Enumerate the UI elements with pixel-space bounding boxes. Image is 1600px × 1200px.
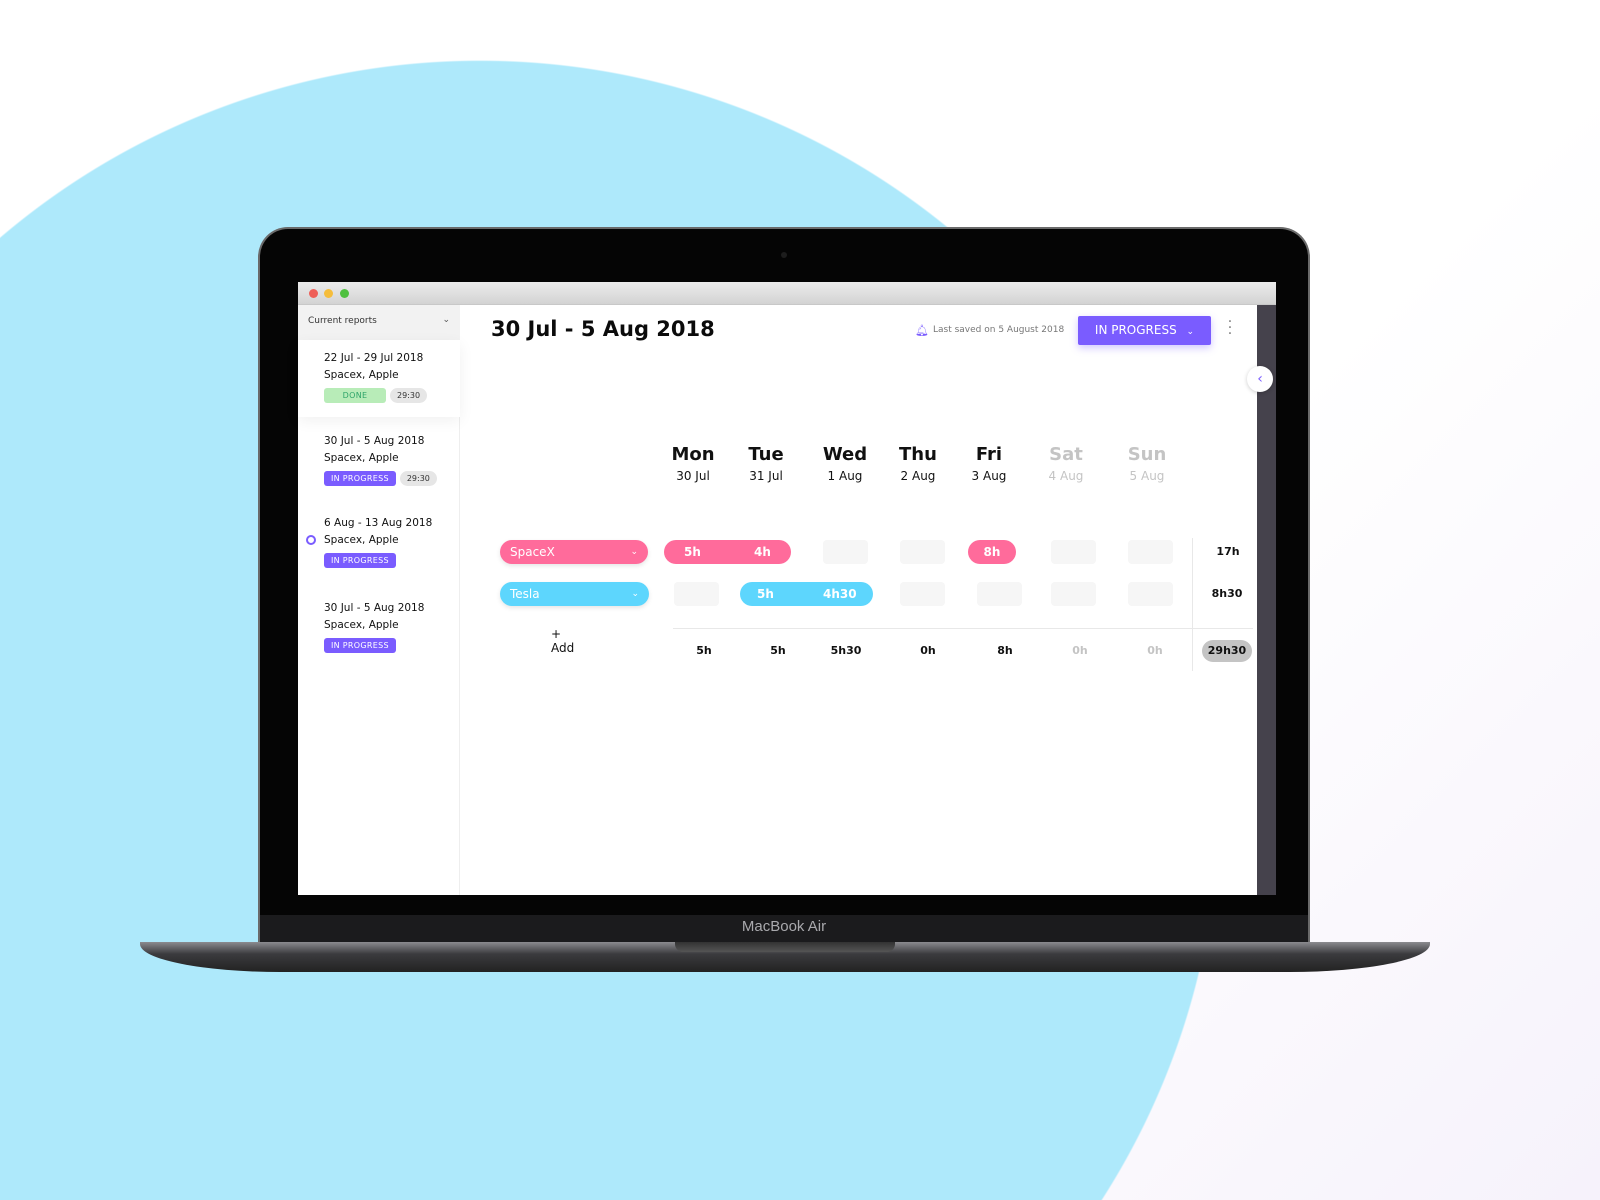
time-cell-tesla-thu[interactable] [900,582,945,606]
laptop-notch [675,942,895,952]
status-dropdown-button[interactable]: IN PROGRESS ⌄ [1078,316,1211,345]
side-panel-edge [1257,305,1276,895]
status-badge: IN PROGRESS [324,471,396,486]
time-badge: 29:30 [390,388,428,403]
title-bar [298,282,1276,305]
chevron-down-icon: ⌄ [631,589,639,599]
daily-total-mon: 5h [696,644,712,657]
project-name: SpaceX [510,545,555,559]
status-badge: IN PROGRESS [324,638,396,653]
camera [781,252,787,258]
laptop-chin [260,915,1308,944]
divider [673,628,1253,629]
project-name: Tesla [510,587,540,601]
report-dates: 6 Aug - 13 Aug 2018 [324,517,433,529]
project-select-tesla[interactable]: Tesla ⌄ [500,582,649,606]
row-total-spacex: 17h [1216,545,1240,558]
time-cell-spacex-sun[interactable] [1128,540,1173,564]
close-button[interactable] [309,289,318,298]
page-title: 30 Jul - 5 Aug 2018 [491,317,715,341]
time-entry-spacex-fri[interactable]: 8h [968,540,1016,564]
add-project-button[interactable]: + Add [551,627,575,655]
current-indicator-icon [306,535,316,545]
row-total-tesla: 8h30 [1211,587,1243,600]
hours-wed: 4h30 [823,587,857,601]
daily-total-fri: 8h [997,644,1013,657]
reports-dropdown-label: Current reports [308,316,377,326]
day-header-sat: Sat 4 Aug [1048,444,1084,483]
reports-dropdown[interactable]: Current reports ⌄ [298,305,460,340]
grand-total-badge: 29h30 [1202,640,1252,662]
report-item[interactable]: 30 Jul - 5 Aug 2018 Spacex, Apple IN PRO… [298,433,460,486]
app-window: Current reports ⌄ 22 Jul - 29 Jul 2018 S… [298,282,1276,895]
time-entry-tesla-tue-wed[interactable]: 5h 4h30 [740,582,873,606]
daily-total-tue: 5h [770,644,786,657]
time-cell-spacex-sat[interactable] [1051,540,1096,564]
status-badge: DONE [324,388,386,403]
report-clients: Spacex, Apple [324,369,399,381]
chevron-down-icon: ⌄ [630,547,638,557]
time-cell-tesla-mon[interactable] [674,582,719,606]
maximize-button[interactable] [340,289,349,298]
day-header-tue: Tue 31 Jul [748,444,784,483]
time-cell-spacex-thu[interactable] [900,540,945,564]
time-badge: 29:30 [399,471,437,486]
day-header-wed: Wed 1 Aug [822,444,868,483]
status-label: IN PROGRESS [1094,323,1177,337]
day-header-mon: Mon 30 Jul [671,444,715,483]
day-header-fri: Fri 3 Aug [971,444,1007,483]
time-cell-tesla-sun[interactable] [1128,582,1173,606]
day-header-thu: Thu 2 Aug [899,444,937,483]
minimize-button[interactable] [324,289,333,298]
report-clients: Spacex, Apple [324,534,399,546]
report-item[interactable]: 6 Aug - 13 Aug 2018 Spacex, Apple IN PRO… [298,515,460,568]
time-cell-tesla-sat[interactable] [1051,582,1096,606]
report-item[interactable]: 22 Jul - 29 Jul 2018 Spacex, Apple DONE 2… [298,340,460,417]
divider [1192,538,1193,671]
last-saved-text: Last saved on 5 August 2018 [933,325,1065,335]
report-clients: Spacex, Apple [324,619,399,631]
more-options-icon[interactable]: · · · [1227,314,1233,342]
project-select-spacex[interactable]: SpaceX ⌄ [500,540,648,564]
report-dates: 22 Jul - 29 Jul 2018 [324,352,424,364]
report-item[interactable]: 30 Jul - 5 Aug 2018 Spacex, Apple IN PRO… [298,600,460,653]
daily-total-sun: 0h [1147,644,1163,657]
time-entry-spacex-mon-tue[interactable]: 5h 4h [664,540,791,564]
status-badge: IN PROGRESS [324,553,396,568]
hours-mon: 5h [684,545,701,559]
main-panel: 30 Jul - 5 Aug 2018 🔔︎ Last saved on 5 A… [460,305,1257,895]
chevron-down-icon: ⌄ [1186,327,1195,337]
daily-total-wed: 5h30 [830,644,862,657]
report-clients: Spacex, Apple [324,452,399,464]
time-cell-spacex-wed[interactable] [823,540,868,564]
chevron-down-icon: ⌄ [442,315,450,325]
collapse-panel-button[interactable]: ‹ [1247,366,1273,392]
bell-icon: 🔔︎ [915,324,929,337]
daily-total-thu: 0h [920,644,936,657]
hours-tue: 5h [757,587,774,601]
report-dates: 30 Jul - 5 Aug 2018 [324,435,425,447]
day-header-sun: Sun 5 Aug [1127,444,1167,483]
report-dates: 30 Jul - 5 Aug 2018 [324,602,425,614]
laptop-brand: MacBook Air [741,918,827,935]
time-cell-tesla-fri[interactable] [977,582,1022,606]
hours-tue: 4h [754,545,771,559]
sidebar: Current reports ⌄ 22 Jul - 29 Jul 2018 S… [298,305,460,895]
daily-total-sat: 0h [1072,644,1088,657]
